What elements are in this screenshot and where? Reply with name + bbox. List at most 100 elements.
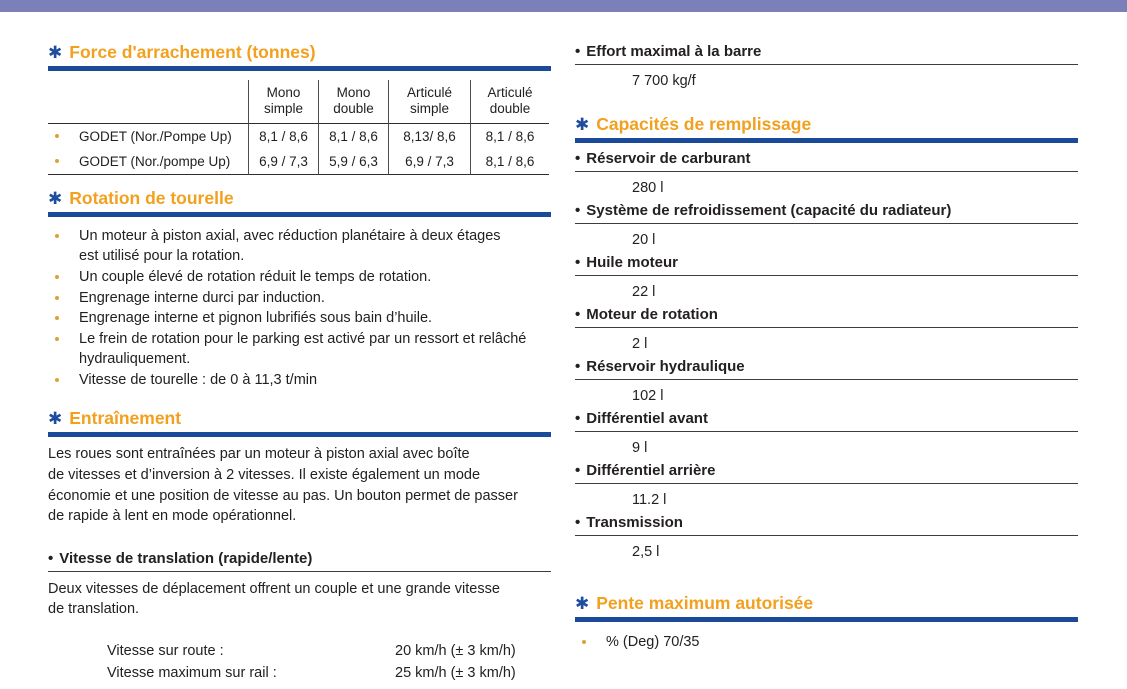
top-accent-bar: [0, 0, 1127, 12]
spec-label-text: Moteur de rotation: [586, 306, 718, 323]
asterisk-icon: ✱: [48, 188, 63, 208]
speed-value: 25 km/h (± 3 km/h): [395, 664, 516, 681]
section-slope: ✱ Pente maximum autorisée % (Deg) 70/35: [575, 593, 1078, 653]
table-header-articule-simple: Articulé simple: [388, 80, 470, 124]
spec-label-text: Réservoir hydraulique: [586, 358, 745, 375]
list-item: Un couple élevé de rotation réduit le te…: [48, 267, 551, 288]
spec-label-text: Effort maximal à la barre: [586, 43, 762, 60]
section-title-text: Capacités de remplissage: [596, 114, 812, 134]
spec-item-effort: • Effort maximal à la barre 7 700 kg/f: [575, 44, 1078, 89]
table-row-label: GODET (Nor./pompe Up): [48, 149, 248, 175]
spec-item: • Système de refroidissement (capacité du…: [575, 203, 1078, 255]
table-cell: 5,9 / 6,3: [318, 148, 388, 175]
table-header-mono-simple: Mono simple: [248, 80, 318, 124]
spec-label: • Système de refroidissement (capacité du…: [575, 203, 1078, 224]
section-title-text: Rotation de tourelle: [69, 187, 234, 208]
section-title-force: ✱ Force d'arrachement (tonnes): [48, 42, 551, 63]
spec-label-text: Transmission: [586, 514, 683, 531]
bullet-icon: •: [575, 462, 581, 479]
list-item: Le frein de rotation pour le parking est…: [48, 329, 551, 370]
asterisk-icon: ✱: [575, 594, 590, 613]
spec-value: 2,5 l: [632, 544, 660, 560]
spec-value: 2 l: [632, 336, 648, 352]
bullet-icon: [55, 316, 59, 321]
list-item-text: Vitesse de tourelle : de 0 à 11,3 t/min: [79, 371, 318, 388]
bullet-icon: [55, 377, 59, 382]
list-item: Un moteur à piston axial, avec réduction…: [48, 226, 551, 267]
section-underline-bar: [48, 66, 551, 71]
rotation-bullet-list: Un moteur à piston axial, avec réduction…: [48, 226, 551, 391]
table-cell: 8,1 / 8,6: [318, 123, 388, 149]
bullet-icon: •: [575, 514, 581, 531]
table-row-label-text: GODET (Nor./Pompe Up): [79, 128, 232, 144]
bullet-icon: •: [575, 410, 581, 427]
speed-label: Vitesse maximum sur rail :: [107, 664, 277, 681]
section-underline-bar: [48, 211, 551, 217]
bullet-icon: [582, 640, 586, 644]
bullet-icon: •: [575, 254, 581, 271]
subheading-translation-speed: • Vitesse de translation (rapide/lente): [48, 549, 551, 572]
table-header-mono-double: Mono double: [318, 80, 388, 124]
spec-value: 20 l: [632, 232, 656, 248]
spec-item: • Moteur de rotation 2 l: [575, 307, 1078, 359]
bullet-icon: •: [48, 549, 54, 567]
bullet-icon: [55, 134, 59, 139]
bullet-icon: •: [575, 43, 581, 60]
spec-value: 9 l: [632, 440, 648, 456]
section-rotation: ✱ Rotation de tourelle Un moteur à piston…: [48, 188, 551, 391]
spec-item: • Transmission 2,5 l: [575, 515, 1078, 567]
asterisk-icon: ✱: [48, 43, 63, 62]
spec-item: • Différentiel arrière 11.2 l: [575, 463, 1078, 515]
section-drive: ✱ Entraînement Les roues sont entraînées …: [48, 408, 551, 683]
spec-page: ✱ Force d'arrachement (tonnes) Mono simpl…: [0, 12, 1127, 684]
spec-label: • Différentiel arrière: [575, 463, 1078, 484]
section-title-drive: ✱ Entraînement: [48, 408, 551, 429]
spec-value: 7 700 kg/f: [632, 73, 696, 89]
table-header-articule-double: Articulé double: [470, 80, 549, 124]
speed-row: Vitesse sur route : 20 km/h (± 3 km/h): [48, 640, 551, 662]
bullet-icon: [55, 275, 59, 279]
section-title-rotation: ✱ Rotation de tourelle: [48, 188, 551, 209]
left-column: ✱ Force d'arrachement (tonnes) Mono simpl…: [48, 42, 551, 684]
asterisk-icon: ✱: [48, 409, 63, 429]
slope-value: % (Deg) 70/35: [606, 634, 700, 650]
list-item: Engrenage interne et pignon lubrifiés so…: [48, 308, 551, 329]
speed-values: Vitesse sur route : 20 km/h (± 3 km/h) V…: [48, 640, 551, 684]
table-row-label-text: GODET (Nor./pompe Up): [79, 153, 231, 169]
spec-item: • Réservoir hydraulique 102 l: [575, 359, 1078, 411]
list-item-text: Un moteur à piston axial, avec réduction…: [79, 227, 501, 265]
capacities-list: • Réservoir de carburant 280 l • Système d…: [575, 151, 1078, 567]
table-row-label: GODET (Nor./Pompe Up): [48, 124, 248, 149]
list-item-text: Engrenage interne et pignon lubrifiés so…: [79, 310, 433, 327]
table-header-empty: [48, 80, 248, 124]
section-title-slope: ✱ Pente maximum autorisée: [575, 593, 1078, 614]
spec-label-text: Différentiel arrière: [586, 462, 716, 479]
spec-value: 280 l: [632, 180, 664, 196]
table-cell: 8,1 / 8,6: [248, 123, 318, 149]
subheading-text: Vitesse de translation (rapide/lente): [59, 549, 313, 567]
spec-label: • Moteur de rotation: [575, 307, 1078, 328]
spec-label-text: Différentiel avant: [586, 410, 708, 427]
list-item-text: Le frein de rotation pour le parking est…: [79, 330, 527, 368]
bullet-icon: [55, 159, 59, 164]
spec-label-text: Huile moteur: [586, 254, 678, 271]
spec-label: • Transmission: [575, 515, 1078, 536]
list-item-text: Un couple élevé de rotation réduit le te…: [79, 269, 432, 285]
table-cell: 6,9 / 7,3: [388, 148, 470, 175]
section-force: ✱ Force d'arrachement (tonnes) Mono simpl…: [48, 42, 551, 175]
speed-label: Vitesse sur route :: [107, 642, 224, 659]
bullet-icon: •: [575, 358, 581, 375]
slope-list-item: % (Deg) 70/35: [575, 632, 1078, 653]
spec-label-text: Système de refroidissement (capacité du …: [586, 202, 952, 219]
table-cell: 8,1 / 8,6: [470, 148, 549, 175]
section-title-text: Force d'arrachement (tonnes): [69, 42, 316, 62]
bullet-icon: •: [575, 150, 581, 167]
spec-item: • Différentiel avant 9 l: [575, 411, 1078, 463]
section-underline-bar: [575, 617, 1078, 622]
bullet-icon: •: [575, 306, 581, 323]
spec-label: • Réservoir hydraulique: [575, 359, 1078, 380]
asterisk-icon: ✱: [575, 115, 590, 134]
section-capacities: ✱ Capacités de remplissage • Réservoir de …: [575, 114, 1078, 567]
spec-value: 11.2 l: [632, 492, 667, 508]
spec-item: • Huile moteur 22 l: [575, 255, 1078, 307]
